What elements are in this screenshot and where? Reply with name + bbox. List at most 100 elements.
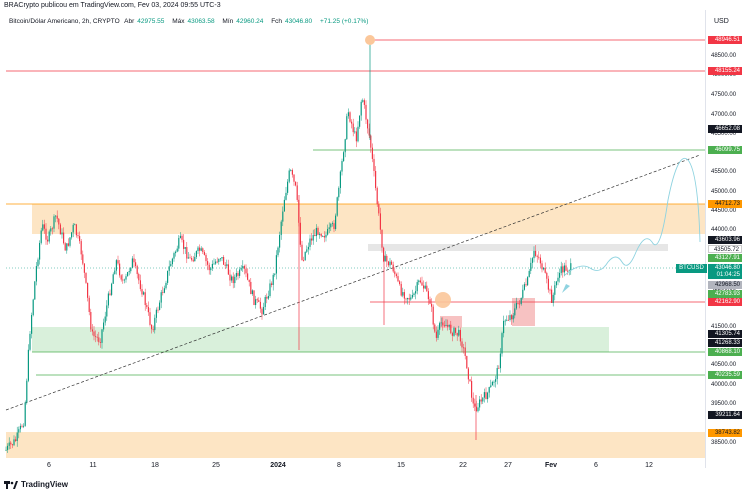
candle-body (328, 227, 330, 229)
candle-body (560, 266, 562, 273)
candle-body (114, 270, 116, 275)
candle-body (192, 259, 194, 262)
candle-body (155, 309, 157, 318)
candle-body (15, 439, 17, 442)
candle-body (205, 254, 207, 262)
footer-brand[interactable]: TradingView (4, 480, 68, 489)
candle-body (405, 298, 407, 300)
candle-body (141, 289, 143, 295)
candle-body (488, 387, 490, 393)
candle-body (7, 445, 9, 450)
candle-body (266, 296, 268, 299)
candle-body (200, 248, 202, 251)
price-tick: 46500.00 (711, 131, 737, 137)
candle-body (157, 309, 159, 311)
time-tick: 6 (47, 462, 51, 469)
currency-label[interactable]: USD (714, 18, 729, 25)
candle-body (227, 264, 229, 275)
low-label: Mín (222, 18, 234, 25)
candle-body (280, 221, 282, 236)
candle-body (288, 170, 290, 182)
candle-body (341, 161, 343, 172)
candle-body (160, 292, 162, 303)
price-tag: 40868.10 (708, 348, 742, 356)
symbol-info: Bitcoin/Dólar Americano, 2h, CRYPTO Abr 4… (9, 18, 371, 25)
candle-body (325, 234, 327, 238)
candle-body (451, 333, 453, 336)
candle-body (495, 379, 497, 382)
candle-body (263, 306, 265, 315)
time-tick: 11 (89, 462, 97, 469)
candle-body (490, 385, 492, 388)
candle-body (455, 327, 457, 333)
candle-body (426, 285, 428, 292)
candle-body (475, 406, 477, 412)
candle-body (397, 276, 399, 282)
candle-body (416, 282, 418, 292)
candle-body (323, 235, 325, 238)
candle-body (199, 247, 201, 251)
price-tag: 01:04:25 (708, 271, 742, 279)
price-axis-border (705, 10, 706, 468)
candle-body (330, 224, 332, 228)
candle-body (535, 250, 537, 256)
candle-body (74, 224, 76, 226)
candle-body (219, 258, 221, 260)
candle-body (202, 248, 204, 253)
candle-body (522, 289, 524, 298)
candle-body (392, 264, 394, 272)
candle-body (525, 284, 527, 286)
candle-body (235, 273, 237, 277)
candle-body (474, 403, 476, 407)
candle-body (347, 112, 349, 117)
candle-body (498, 368, 500, 369)
candle-body (480, 399, 482, 402)
candle-body (35, 266, 37, 282)
projection-arrow (562, 284, 570, 293)
candle-body (320, 233, 322, 237)
candle-body (106, 305, 108, 317)
candle-body (402, 292, 404, 296)
candle-body (226, 264, 228, 266)
candle-body (383, 247, 385, 262)
candle-body (549, 289, 551, 291)
candle-body (351, 121, 353, 124)
candle-body (491, 381, 493, 386)
candle-body (90, 311, 92, 330)
candle-body (533, 250, 535, 259)
candle-body (189, 257, 191, 259)
candle-body (349, 112, 351, 122)
candle-body (541, 263, 543, 270)
candle-body (290, 170, 292, 171)
candle-body (450, 324, 452, 334)
price-tag: 44712.73 (708, 200, 742, 208)
candle-body (365, 104, 367, 120)
candle-body (42, 224, 44, 231)
candle-body (303, 260, 305, 261)
candle-body (184, 247, 186, 249)
candle-body (568, 270, 570, 272)
candle-body (16, 432, 18, 442)
candle-body (311, 238, 313, 241)
price-tick: 40500.00 (711, 362, 737, 368)
candle-body (559, 272, 561, 278)
candle-body (203, 252, 205, 255)
candle-body (234, 276, 236, 284)
candle-body (24, 402, 26, 426)
candle-body (98, 337, 100, 343)
price-tick: 45000.00 (711, 189, 737, 195)
candle-body (411, 295, 413, 298)
candle-body (197, 247, 199, 252)
candle-body (283, 199, 285, 212)
candle-body (531, 258, 533, 263)
candle-body (215, 261, 217, 264)
price-tag: 46652.08 (708, 125, 742, 133)
candle-body (80, 241, 82, 255)
candle-body (565, 265, 567, 271)
candlesticks (5, 40, 572, 453)
candle-body (434, 324, 436, 332)
candle-body (8, 442, 10, 446)
price-tag: 48946.51 (708, 36, 742, 44)
candle-body (93, 331, 95, 337)
